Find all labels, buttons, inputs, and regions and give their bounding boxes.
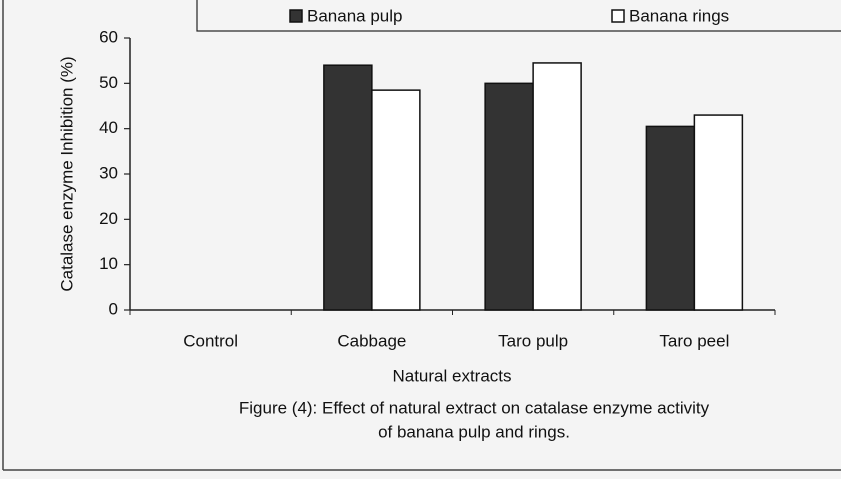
x-tick-label: Cabbage <box>337 331 406 350</box>
y-tick-label: 10 <box>99 254 118 273</box>
x-tick-label: Control <box>183 331 238 350</box>
bar <box>645 125 696 311</box>
y-tick-label: 0 <box>109 299 118 318</box>
bar <box>484 82 534 311</box>
legend-label: Banana pulp <box>307 6 402 25</box>
y-tick-label: 30 <box>99 163 118 182</box>
y-tick-label: 40 <box>99 118 118 137</box>
y-axis-label: Catalase enzyme Inhibition (%) <box>57 56 76 291</box>
x-tick-label: Taro peel <box>659 331 729 350</box>
y-tick-label: 60 <box>99 27 118 46</box>
y-tick-label: 20 <box>99 209 118 228</box>
legend-swatch <box>289 9 303 23</box>
caption-line: of banana pulp and rings. <box>378 422 570 441</box>
legend-label: Banana rings <box>629 6 729 25</box>
bar <box>323 64 373 311</box>
legend-box <box>196 0 841 32</box>
bar <box>371 89 421 311</box>
legend-swatch <box>611 9 625 23</box>
caption-line: Figure (4): Effect of natural extract on… <box>239 398 710 417</box>
x-axis-label: Natural extracts <box>392 366 511 385</box>
bar <box>532 62 582 311</box>
bar <box>693 114 744 311</box>
x-tick-label: Taro pulp <box>498 331 568 350</box>
y-tick-label: 50 <box>99 73 118 92</box>
